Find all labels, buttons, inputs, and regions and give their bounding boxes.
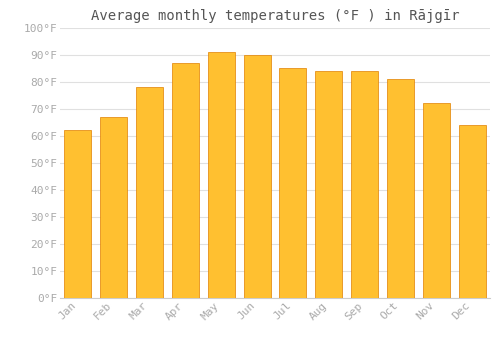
Bar bbox=[64, 131, 92, 298]
Bar bbox=[208, 52, 234, 298]
Bar bbox=[172, 63, 199, 298]
Bar bbox=[316, 71, 342, 298]
Title: Average monthly temperatures (°F ) in Rājgīr: Average monthly temperatures (°F ) in Rā… bbox=[91, 9, 459, 23]
Bar bbox=[244, 55, 270, 298]
Bar bbox=[423, 104, 450, 298]
Bar bbox=[351, 71, 378, 298]
Bar bbox=[280, 69, 306, 298]
Bar bbox=[458, 125, 485, 298]
Bar bbox=[136, 87, 163, 298]
Bar bbox=[387, 79, 414, 298]
Bar bbox=[100, 117, 127, 298]
